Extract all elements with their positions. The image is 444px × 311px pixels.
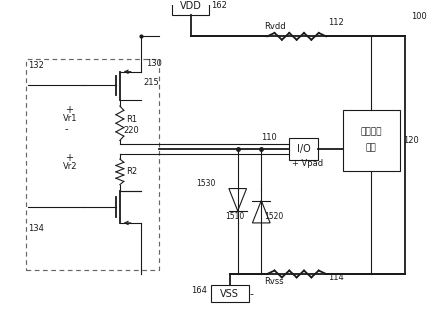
Text: -: - <box>250 289 254 299</box>
Bar <box>172 0 209 15</box>
Text: 110: 110 <box>261 133 277 142</box>
Text: 162: 162 <box>211 2 227 10</box>
Text: + Vpad: + Vpad <box>292 160 323 169</box>
Text: 112: 112 <box>328 18 344 27</box>
Text: +: + <box>65 104 73 114</box>
Text: VSS: VSS <box>220 289 239 299</box>
Text: 1530: 1530 <box>196 179 216 188</box>
Text: 164: 164 <box>191 286 207 295</box>
Text: Vr1: Vr1 <box>63 114 77 123</box>
Text: VDD: VDD <box>180 1 202 11</box>
Text: 220: 220 <box>124 126 139 135</box>
Text: -: - <box>65 124 68 134</box>
Text: 215: 215 <box>143 78 159 87</box>
Text: 1520: 1520 <box>264 211 283 220</box>
Bar <box>211 285 249 303</box>
Text: 132: 132 <box>28 61 44 70</box>
Text: Rvss: Rvss <box>264 277 284 286</box>
Text: Vr2: Vr2 <box>63 162 77 171</box>
Text: R2: R2 <box>126 167 137 176</box>
Text: 130: 130 <box>147 59 162 68</box>
Text: Rvdd: Rvdd <box>264 22 286 31</box>
Bar <box>343 110 400 171</box>
Text: （多个）: （多个） <box>361 127 382 136</box>
Text: 相位: 相位 <box>366 144 377 153</box>
Text: I/O: I/O <box>297 144 310 154</box>
Bar <box>289 138 318 160</box>
Text: +: + <box>65 153 73 163</box>
Text: 1510: 1510 <box>225 211 244 220</box>
Text: 100: 100 <box>412 12 427 21</box>
Text: 120: 120 <box>403 136 418 145</box>
Text: R1: R1 <box>126 115 137 124</box>
Bar <box>26 59 159 270</box>
Text: 114: 114 <box>328 273 344 282</box>
Text: 134: 134 <box>28 224 44 233</box>
